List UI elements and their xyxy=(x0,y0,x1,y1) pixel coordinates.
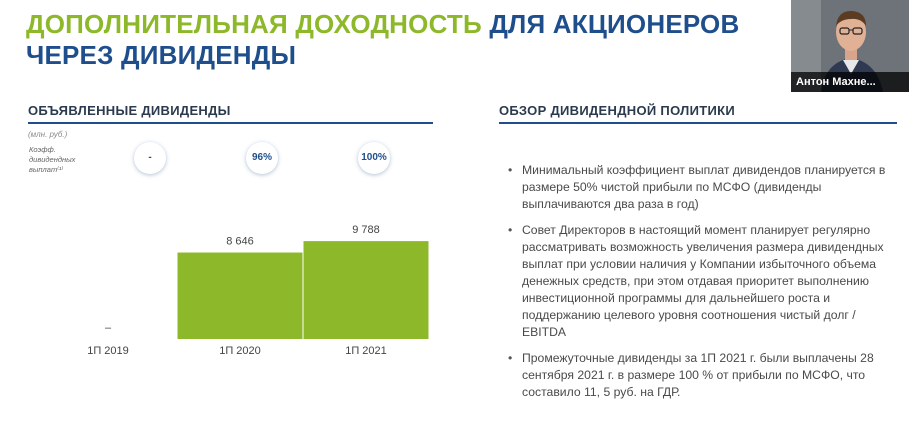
left-section-divider xyxy=(28,122,433,124)
policy-bullet-list: Минимальный коэффициент выплат дивидендо… xyxy=(508,162,898,410)
bar-1П-2021 xyxy=(303,241,429,339)
right-section-divider xyxy=(499,122,897,124)
policy-bullet: Совет Директоров в настоящий момент план… xyxy=(508,222,898,341)
category-label: 1П 2020 xyxy=(219,345,261,357)
payout-ratio-2019: - xyxy=(134,142,166,174)
bar-1П-2020 xyxy=(177,252,303,339)
declared-dividends-heading: ОБЪЯВЛЕННЫЕ ДИВИДЕНДЫ xyxy=(28,103,231,118)
payout-ratio-2020: 96% xyxy=(246,142,278,174)
dividend-policy-heading: ОБЗОР ДИВИДЕНДНОЙ ПОЛИТИКИ xyxy=(499,103,735,118)
policy-bullet: Промежуточные дивиденды за 1П 2021 г. бы… xyxy=(508,350,898,401)
title-rest: ДЛЯ АКЦИОНЕРОВ ЧЕРЕЗ ДИВИДЕНДЫ xyxy=(26,9,740,70)
category-label: 1П 2021 xyxy=(345,345,387,357)
units-label: (млн. руб.) xyxy=(28,130,68,139)
payout-ratio-2021: 100% xyxy=(358,142,390,174)
bar-value-label: 9 788 xyxy=(352,224,380,236)
bar-value-label: 8 646 xyxy=(226,236,254,248)
category-label: 1П 2019 xyxy=(87,345,129,357)
page-title: ДОПОЛНИТЕЛЬНАЯ ДОХОДНОСТЬ ДЛЯ АКЦИОНЕРОВ… xyxy=(26,9,786,71)
dividends-bar-chart: – 1П 2019 8 646 1П 2020 9 788 1П 2021 xyxy=(87,224,429,357)
bar-value-label: – xyxy=(105,322,112,334)
participant-name: Антон Махне... xyxy=(791,72,909,92)
payout-ratio-label: Коэфф. дивидендных выплат⁽¹⁾ xyxy=(29,145,76,174)
title-highlight: ДОПОЛНИТЕЛЬНАЯ ДОХОДНОСТЬ xyxy=(26,9,482,39)
participant-video-tile[interactable]: Антон Махне... xyxy=(791,0,909,92)
policy-bullet: Минимальный коэффициент выплат дивидендо… xyxy=(508,162,898,213)
